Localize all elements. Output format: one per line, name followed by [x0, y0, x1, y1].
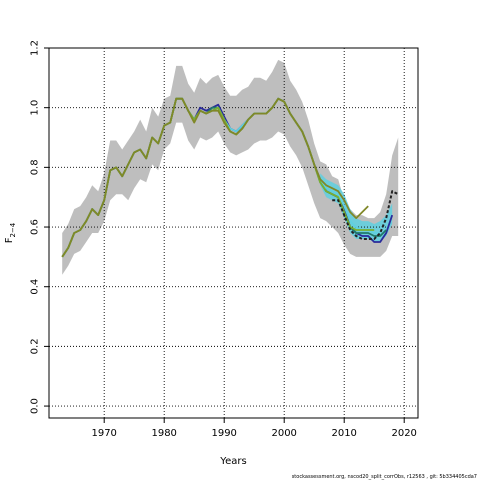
confidence-band-layer	[62, 59, 399, 275]
y-tick-label: 1.0	[30, 100, 41, 116]
y-tick-label: 0.0	[30, 398, 41, 414]
y-tick-label: 0.4	[30, 279, 41, 295]
y-tick-label: 0.6	[30, 219, 41, 235]
series-line-5	[61, 97, 369, 258]
y-tick-label: 1.2	[30, 40, 41, 56]
confidence-band	[62, 59, 399, 275]
y-tick-label: 0.2	[30, 338, 41, 354]
x-tick-label: 1980	[151, 428, 176, 439]
y-axis-title-main: F	[4, 237, 15, 243]
series-line-6	[332, 190, 399, 240]
x-tick-label: 2000	[271, 428, 296, 439]
y-axis-title-subscript: 2−4	[9, 222, 17, 237]
plot-frame	[48, 47, 419, 419]
x-tick-label: 2010	[331, 428, 356, 439]
x-axis-title: Years	[219, 456, 246, 467]
x-tick-label: 1970	[91, 428, 116, 439]
y-axis-title: F2−4	[4, 222, 17, 243]
credit-line: stockassessment.org, nscod20_split_corrO…	[292, 474, 477, 480]
x-tick-label: 2020	[391, 428, 416, 439]
x-axis: 1970 1980 1990 2000 2010 2020	[91, 418, 417, 439]
x-tick-label: 1990	[211, 428, 236, 439]
series-layer	[61, 97, 399, 258]
y-axis: 0.0 0.2 0.4 0.6 0.8 1.0 1.2	[30, 40, 49, 414]
y-tick-label: 0.8	[30, 159, 41, 175]
